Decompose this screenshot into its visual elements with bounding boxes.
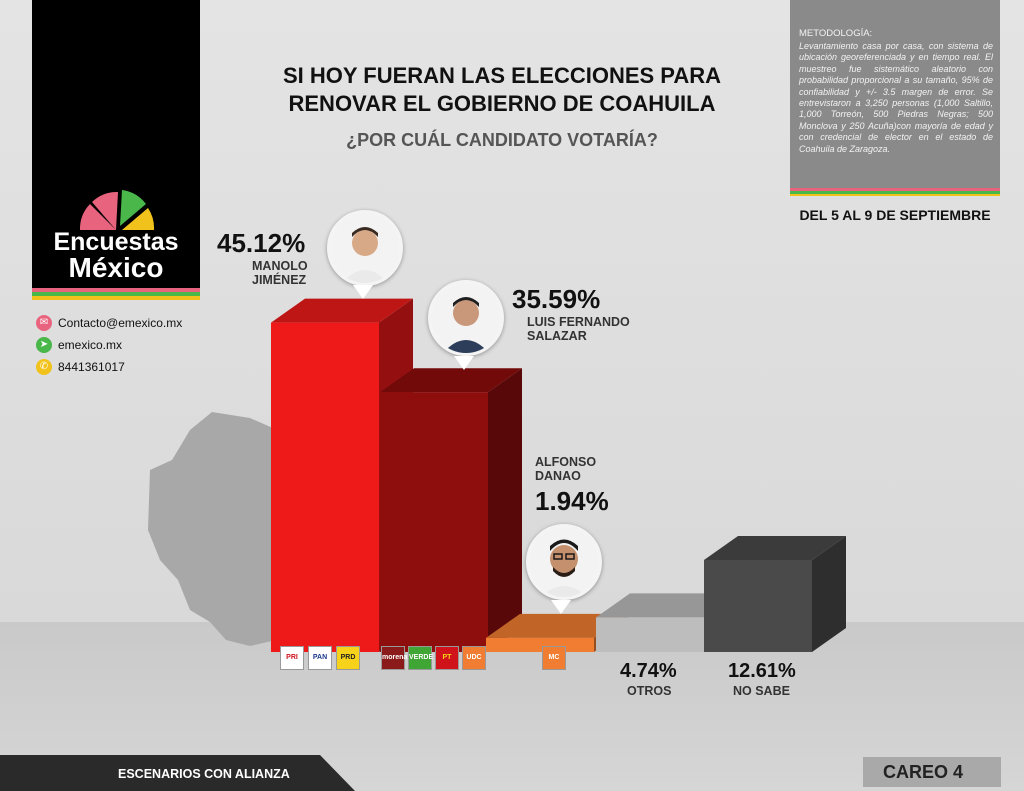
methodology-box: METODOLOGÍA: Levantamiento casa por casa… [790,0,1000,196]
bar-top-otros [596,593,738,618]
party-logo-udc: UDC [462,646,486,670]
title-line2: RENOVAR EL GOBIERNO DE COAHUILA [288,91,716,116]
footer-careo-badge: CAREO 4 [863,757,1001,787]
contact-email-text: Contacto@emexico.mx [58,316,183,330]
bar-top-luis [380,368,522,393]
candidate-name-alfonso-line2: DANAO [535,469,581,483]
candidate-name-manolo-line2: JIMÉNEZ [252,273,307,287]
bar-front-luis [380,392,488,652]
contact-website[interactable]: ➤ emexico.mx [36,337,122,353]
contact-phone-text: 8441361017 [58,360,125,374]
value-label-otros: 4.74% [620,660,677,682]
value-label-luis: 35.59% [512,284,601,314]
party-logo-verde: VERDE [408,646,433,670]
portrait-manolo [327,210,403,286]
candidate-name-luis: LUIS FERNANDO SALAZAR [527,315,630,343]
candidate-name-manolo-line1: MANOLO [252,259,308,273]
category-label-otros: OTROS [627,684,672,698]
phone-icon: ✆ [36,359,52,375]
portrait-pin-alfonso [551,600,571,614]
value-label-manolo: 45.12% [217,228,306,258]
portrait-pin-luis [454,356,474,370]
bar-no-sabe [704,535,846,652]
candidate-name-alfonso-line1: ALFONSO [535,455,597,469]
bar-top-no-sabe [704,535,846,560]
bar-top-manolo [271,298,413,323]
bar-luis [380,368,522,652]
portrait-alfonso [526,524,602,600]
party-logo-prd: PRD [336,646,360,670]
portrait-luis [428,280,504,356]
party-logo-pri: PRI [280,646,304,670]
bar-side-luis [488,368,522,652]
bar-top-alfonso [486,613,628,638]
candidate-name-alfonso: ALFONSO DANAO [535,455,596,483]
value-label-alfonso: 1.94% [535,486,609,516]
brand-logo-icon [79,190,155,230]
portrait-pin-manolo [353,285,373,299]
cursor-icon: ➤ [36,337,52,353]
chart-title: SI HOY FUERAN LAS ELECCIONES PARA RENOVA… [222,62,782,118]
value-label-no-sabe: 12.61% [728,660,796,682]
bar-side-no-sabe [812,535,846,652]
footer-scenario-text: ESCENARIOS CON ALIANZA [118,767,290,781]
chart-subtitle: ¿POR CUÁL CANDIDATO VOTARÍA? [346,130,658,150]
category-label-no-sabe: NO SABE [733,684,790,698]
meth-stripe-pink [790,188,1000,191]
person-icon [529,527,599,597]
bar-front-no-sabe [704,559,812,652]
party-logo-morena: morena [381,646,407,670]
meth-stripe-yellow [790,194,1000,196]
candidate-name-manolo: MANOLO JIMÉNEZ [252,259,308,287]
contact-email[interactable]: ✉ Contacto@emexico.mx [36,315,182,331]
candidate-name-luis-line1: LUIS FERNANDO [527,315,630,329]
bar-front-otros [596,617,704,652]
party-logo-mc: MC [542,646,566,670]
bar-front-alfonso [486,637,594,652]
party-logo-pan: PAN [308,646,332,670]
methodology-body: Levantamiento casa por casa, con sistema… [799,41,993,154]
meth-stripe-green [790,191,1000,194]
methodology-heading: METODOLOGÍA: [799,28,873,39]
brand-panel: Encuestas México [32,0,200,300]
party-logo-pt: PT [435,646,459,670]
person-icon [431,283,501,353]
brand-stripe-yellow [32,296,200,300]
mail-icon: ✉ [36,315,52,331]
brand-name-line1: Encuestas [53,228,179,256]
contact-phone[interactable]: ✆ 8441361017 [36,359,125,375]
brand-name-line2: México [68,252,164,283]
person-icon [330,213,400,283]
footer-careo-text: CAREO 4 [882,762,963,782]
brand-stripe-pink [32,288,200,292]
title-line1: SI HOY FUERAN LAS ELECCIONES PARA [282,63,721,88]
candidate-name-luis-line2: SALAZAR [527,329,587,343]
footer-scenario-banner: ESCENARIOS CON ALIANZA [0,755,355,791]
survey-dates: DEL 5 AL 9 DE SEPTIEMBRE [799,207,991,223]
brand-stripe-green [32,292,200,296]
contact-website-text: emexico.mx [58,338,123,352]
bar-front-manolo [271,322,379,652]
